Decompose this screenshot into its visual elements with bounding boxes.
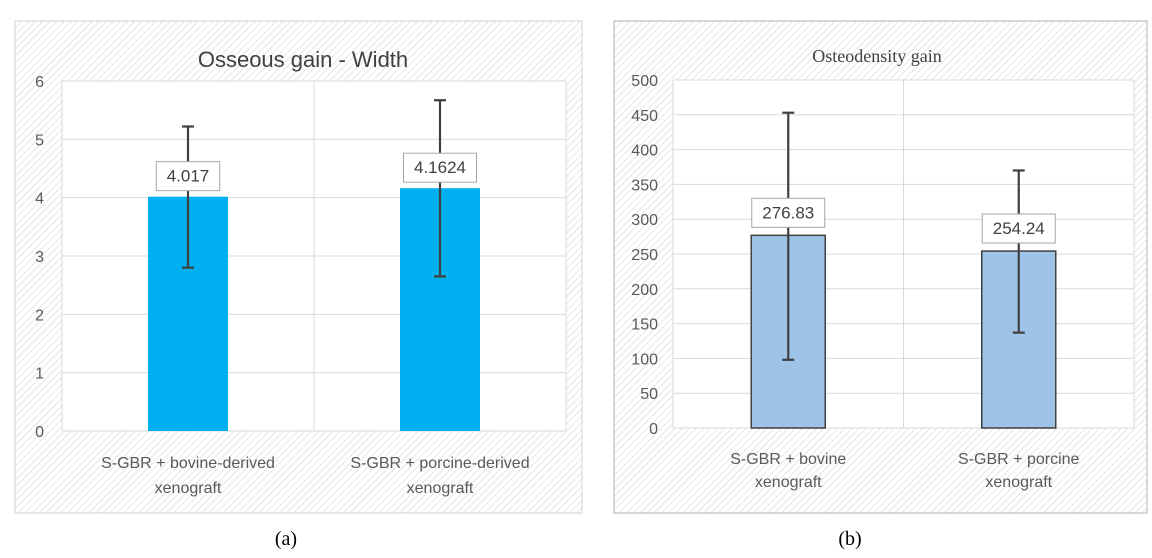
chart-a-error-bars bbox=[182, 99, 446, 278]
b-y-tick-label: 500 bbox=[631, 73, 658, 90]
b-y-tick-label: 300 bbox=[631, 212, 658, 229]
chart-a-y-axis: 0 1 2 3 4 5 6 bbox=[35, 74, 44, 441]
a-category-label: S-GBR + porcine-derived bbox=[350, 455, 529, 472]
a-y-tick-label: 2 bbox=[35, 307, 44, 324]
b-y-tick-label: 350 bbox=[631, 177, 658, 194]
a-category-label: xenograft bbox=[407, 480, 474, 497]
a-y-tick-label: 5 bbox=[35, 132, 44, 149]
chart-b-data-labels: 276.83 254.24 bbox=[751, 197, 1056, 244]
a-category-label: S-GBR + bovine-derived bbox=[101, 455, 275, 472]
chart-a-x-axis: S-GBR + bovine-derived xenograft S-GBR + p… bbox=[101, 455, 530, 497]
a-y-tick-label: 1 bbox=[35, 366, 44, 383]
b-category-label: S-GBR + bovine bbox=[730, 451, 846, 468]
b-y-tick-label: 400 bbox=[631, 143, 658, 160]
a-data-label-box bbox=[155, 161, 221, 192]
a-y-tick-label: 3 bbox=[35, 249, 44, 266]
subfigure-label-a: (a) bbox=[275, 528, 297, 550]
chart-b-error-bars bbox=[782, 111, 1025, 361]
b-data-label-box bbox=[981, 213, 1056, 244]
chart-b-y-axis: 0 50 100 150 200 250 300 350 400 450 500 bbox=[631, 73, 658, 438]
chart-a-grid bbox=[61, 80, 567, 432]
chart-a-data-labels: 4.017 4.1624 bbox=[155, 152, 477, 192]
b-data-label-box bbox=[751, 197, 826, 228]
a-data-label: 4.1624 bbox=[414, 158, 466, 177]
b-y-tick-label: 150 bbox=[631, 317, 658, 334]
chart-b: Osteodensity gain 0 50 100 150 200 250 300 350 4… bbox=[613, 20, 1148, 514]
b-category-label: xenograft bbox=[755, 474, 822, 491]
chart-a-title: Osseous gain - Width bbox=[198, 47, 408, 72]
a-y-tick-label: 0 bbox=[35, 424, 44, 441]
b-data-label: 254.24 bbox=[993, 219, 1045, 238]
b-category-label: S-GBR + porcine bbox=[958, 451, 1079, 468]
chart-b-grid bbox=[672, 79, 1135, 429]
subfigure-label-b: (b) bbox=[838, 528, 861, 550]
b-y-tick-label: 450 bbox=[631, 108, 658, 125]
b-category-label: xenograft bbox=[985, 474, 1052, 491]
b-y-tick-label: 50 bbox=[640, 386, 658, 403]
a-category-label: xenograft bbox=[155, 480, 222, 497]
b-y-tick-label: 0 bbox=[649, 421, 658, 438]
b-y-tick-label: 250 bbox=[631, 247, 658, 264]
a-data-label: 4.017 bbox=[167, 167, 210, 186]
a-data-label-box bbox=[403, 152, 477, 183]
b-y-tick-label: 100 bbox=[631, 351, 658, 368]
chart-b-title: Osteodensity gain bbox=[812, 46, 941, 66]
chart-a-bars bbox=[148, 188, 480, 431]
chart-a: Osseous gain - Width 0 1 2 3 4 5 6 4.017 4.1624… bbox=[14, 20, 583, 514]
chart-b-x-axis: S-GBR + bovine xenograft S-GBR + porcine xe… bbox=[730, 451, 1079, 491]
b-y-tick-label: 200 bbox=[631, 282, 658, 299]
a-y-tick-label: 4 bbox=[35, 191, 44, 208]
a-y-tick-label: 6 bbox=[35, 74, 44, 91]
b-data-label: 276.83 bbox=[762, 203, 814, 222]
